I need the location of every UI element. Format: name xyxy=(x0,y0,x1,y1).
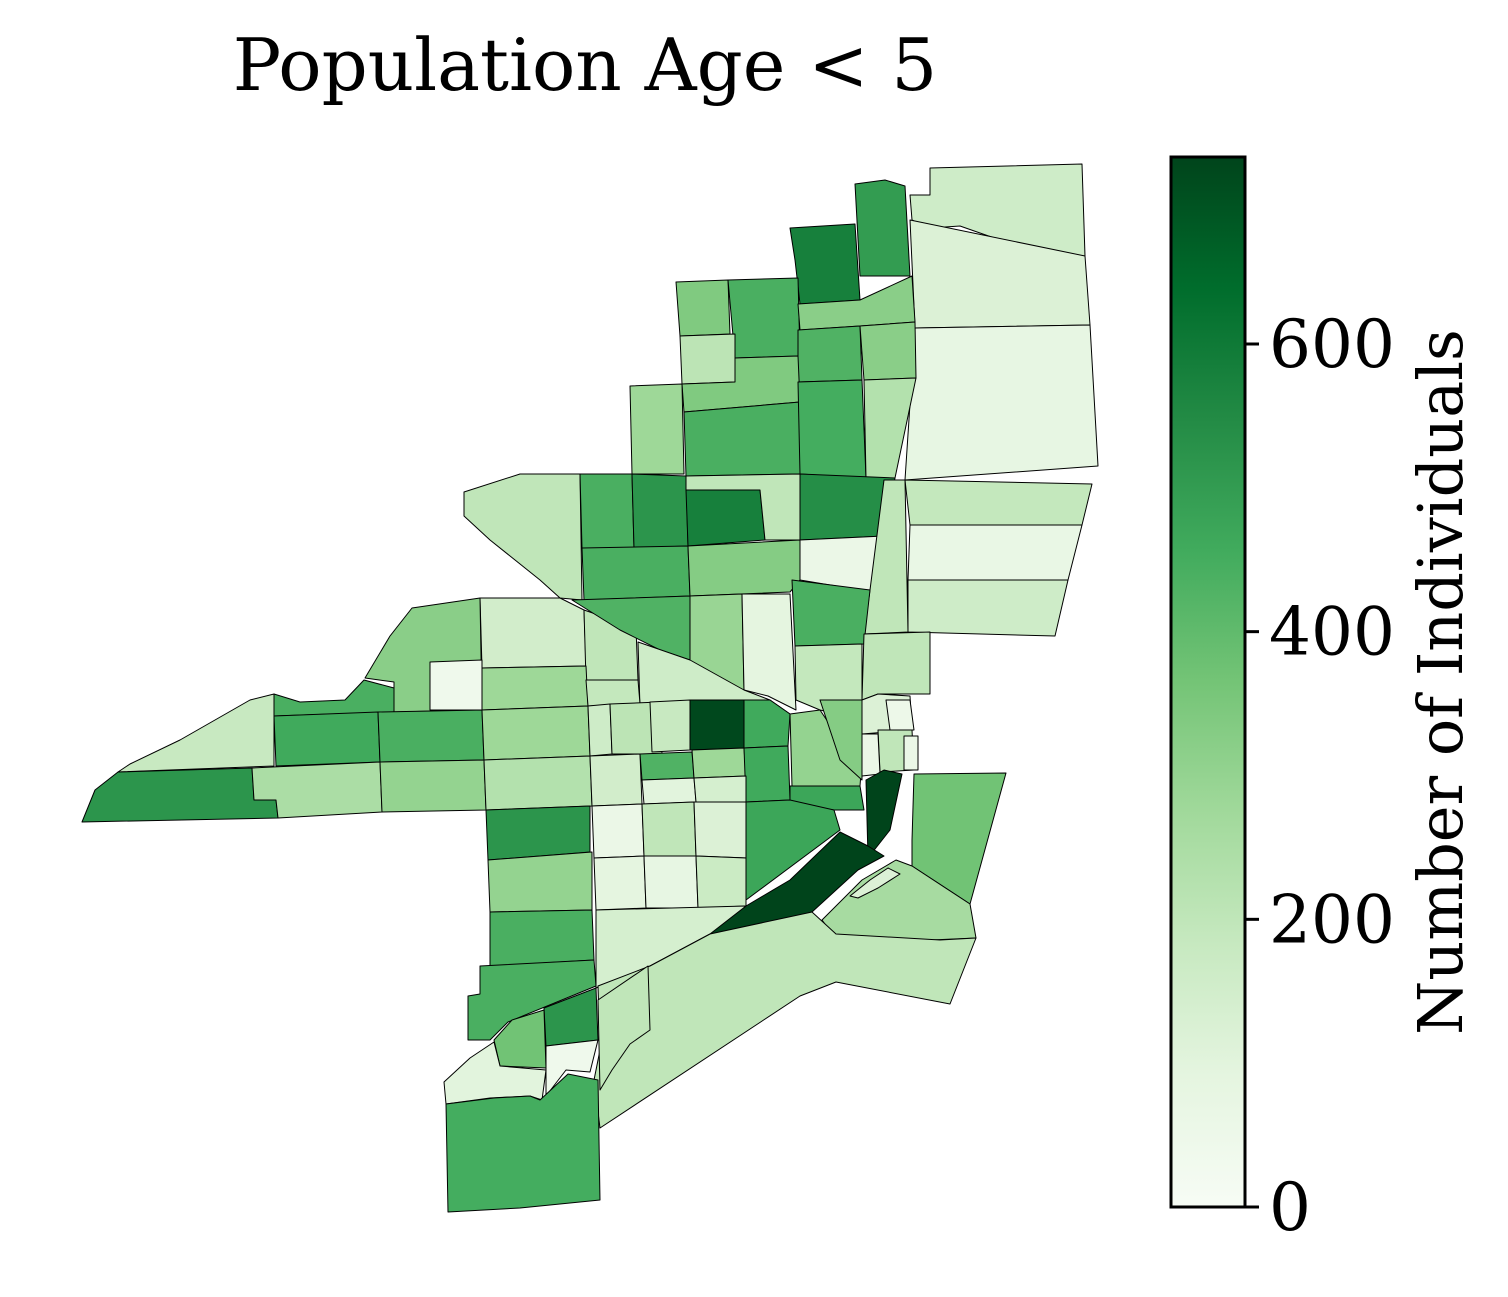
tract-t47 xyxy=(273,711,381,767)
colorbar-tick-label: 0 xyxy=(1269,1169,1311,1246)
tract-t84 xyxy=(849,867,901,899)
tract-t73 xyxy=(591,803,645,859)
tract-t56 xyxy=(819,699,863,781)
tract-t48 xyxy=(377,709,485,763)
tract-t28 xyxy=(907,579,1069,637)
tract-t18 xyxy=(579,473,635,549)
tract-t54 xyxy=(743,699,791,749)
map-tracts xyxy=(81,163,1099,1213)
tract-t52 xyxy=(649,699,691,753)
tract-t82 xyxy=(697,831,885,943)
tract-t62 xyxy=(379,759,487,813)
colorbar-tick-label: 600 xyxy=(1269,306,1395,383)
tract-t05 xyxy=(904,324,1099,481)
tract-t63 xyxy=(483,755,593,811)
tract-t72 xyxy=(693,775,747,803)
tract-t11 xyxy=(859,321,917,381)
tract-t46 xyxy=(273,679,395,717)
tract-t35 xyxy=(741,593,797,711)
tract-t79 xyxy=(593,855,647,911)
tract-t15 xyxy=(797,379,867,479)
tract-t77 xyxy=(485,805,591,861)
tract-t17 xyxy=(463,473,583,601)
tract-t07 xyxy=(727,277,801,359)
tract-t60 xyxy=(81,767,279,823)
tract-t37 xyxy=(429,659,483,711)
tract-t65 xyxy=(639,751,695,781)
tract-t23 xyxy=(904,479,1093,526)
map-title: Population Age < 5 xyxy=(233,23,937,107)
tract-t44 xyxy=(885,699,915,731)
tract-t42 xyxy=(861,631,931,701)
tract-t74 xyxy=(641,801,697,857)
tract-t71 xyxy=(641,777,697,805)
tract-t64 xyxy=(589,753,643,807)
tract-t45 xyxy=(117,693,275,773)
tract-t03 xyxy=(789,223,861,305)
tract-t67 xyxy=(743,745,791,803)
tract-t59 xyxy=(903,735,919,771)
tract-t75 xyxy=(693,801,749,859)
tract-t78 xyxy=(487,851,593,913)
tract-t10 xyxy=(797,325,863,383)
colorbar: 0 200 400 600 Number of Individuals xyxy=(1169,155,1477,1246)
colorbar-label: Number of Individuals xyxy=(1404,329,1477,1035)
tract-t26 xyxy=(581,545,691,601)
tract-t93 xyxy=(545,1039,599,1097)
tract-t66 xyxy=(691,747,747,779)
tract-t19 xyxy=(631,473,689,549)
colorbar-tick-label: 400 xyxy=(1269,594,1395,671)
tract-t25 xyxy=(907,524,1083,581)
colorbar-ticks: 0 200 400 600 xyxy=(1245,306,1395,1246)
tract-t85 xyxy=(489,909,595,967)
tract-t49 xyxy=(481,705,591,761)
tract-t39 xyxy=(481,665,589,711)
tract-t14 xyxy=(683,401,801,477)
tract-t50 xyxy=(587,703,613,757)
colorbar-tick-label: 200 xyxy=(1269,881,1395,958)
tract-t06 xyxy=(675,279,731,337)
tract-t87 xyxy=(593,911,977,1129)
tract-t58 xyxy=(861,733,881,777)
tract-t02 xyxy=(854,179,911,277)
tract-t13 xyxy=(629,383,685,475)
tract-t81 xyxy=(695,855,747,909)
tract-t27 xyxy=(687,539,801,597)
tract-t20 xyxy=(685,489,766,547)
tract-t88 xyxy=(467,959,597,1041)
colorbar-gradient xyxy=(1169,155,1247,1209)
tract-t53 xyxy=(689,699,745,751)
tract-t01 xyxy=(909,163,1086,257)
tract-t09 xyxy=(679,333,736,385)
tract-t30 xyxy=(791,579,871,647)
tract-t89 xyxy=(597,965,651,1091)
tract-t69 xyxy=(865,769,903,859)
tract-t94 xyxy=(445,1073,601,1213)
tract-t31 xyxy=(479,597,587,669)
tract-t80 xyxy=(643,855,699,909)
tract-t40 xyxy=(585,679,641,707)
